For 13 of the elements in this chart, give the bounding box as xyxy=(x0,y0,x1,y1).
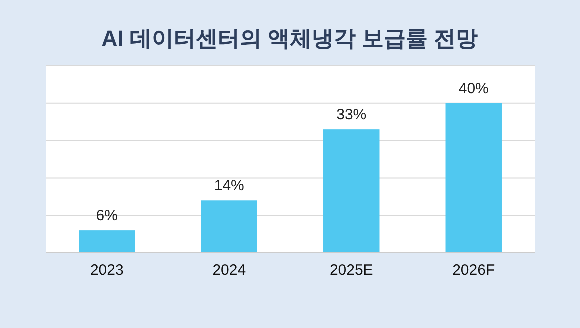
data-label: 33% xyxy=(336,106,367,124)
x-tick-label: 2026F xyxy=(452,262,496,279)
data-label: 6% xyxy=(96,208,118,225)
x-tick-label: 2024 xyxy=(212,262,246,279)
data-label: 40% xyxy=(458,80,489,98)
bar xyxy=(201,200,258,253)
bar xyxy=(79,230,136,253)
bar xyxy=(324,130,380,253)
chart-title: AI 데이터센터의 액체냉각 보급률 전망 xyxy=(102,26,478,51)
bar xyxy=(446,103,502,253)
data-label: 14% xyxy=(214,178,244,195)
x-tick-label: 2023 xyxy=(90,262,124,279)
x-tick-label: 2025E xyxy=(330,262,374,279)
